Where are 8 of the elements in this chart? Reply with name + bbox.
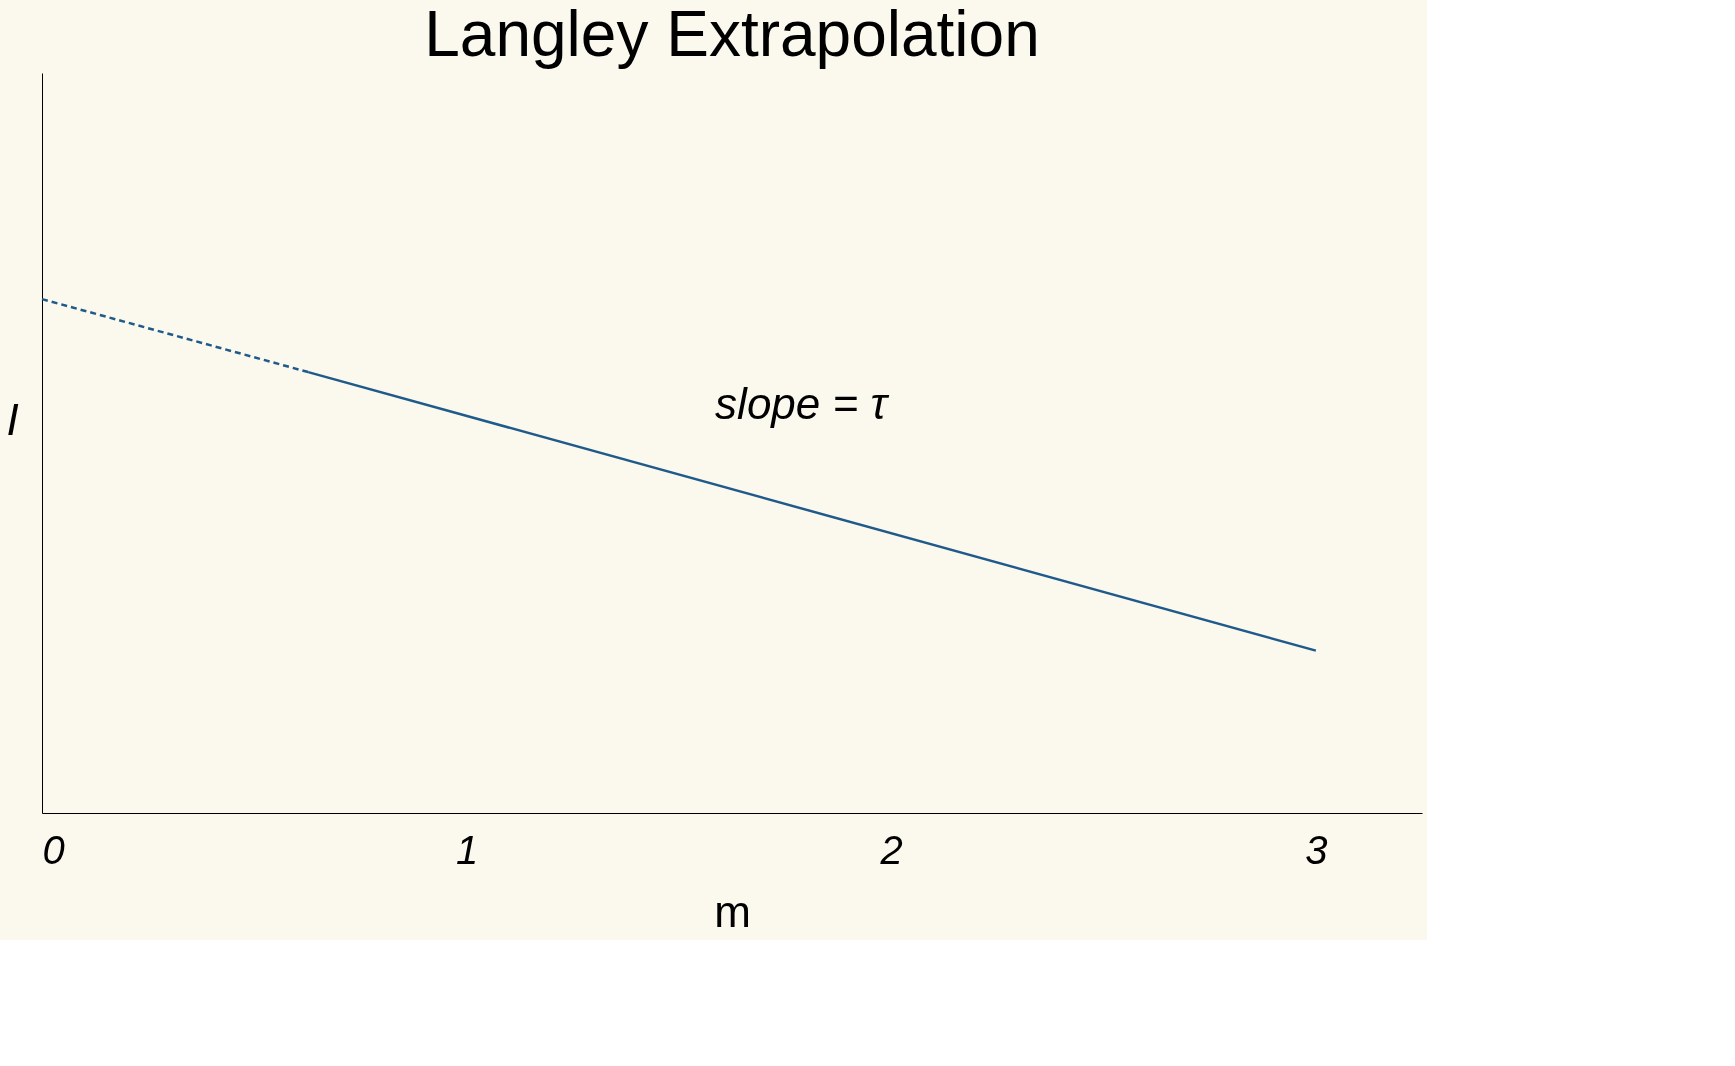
y-axis-title: I [6,394,19,444]
x-axis-title: m [714,886,751,936]
x-tick-label: 1 [455,827,479,872]
x-tick-label: 3 [1305,827,1328,872]
chart-title: Langley Extrapolation [424,0,1040,70]
annotation: slope = τ [715,379,890,428]
x-tick-label: 0 [42,827,65,872]
x-tick-label: 2 [879,827,903,872]
